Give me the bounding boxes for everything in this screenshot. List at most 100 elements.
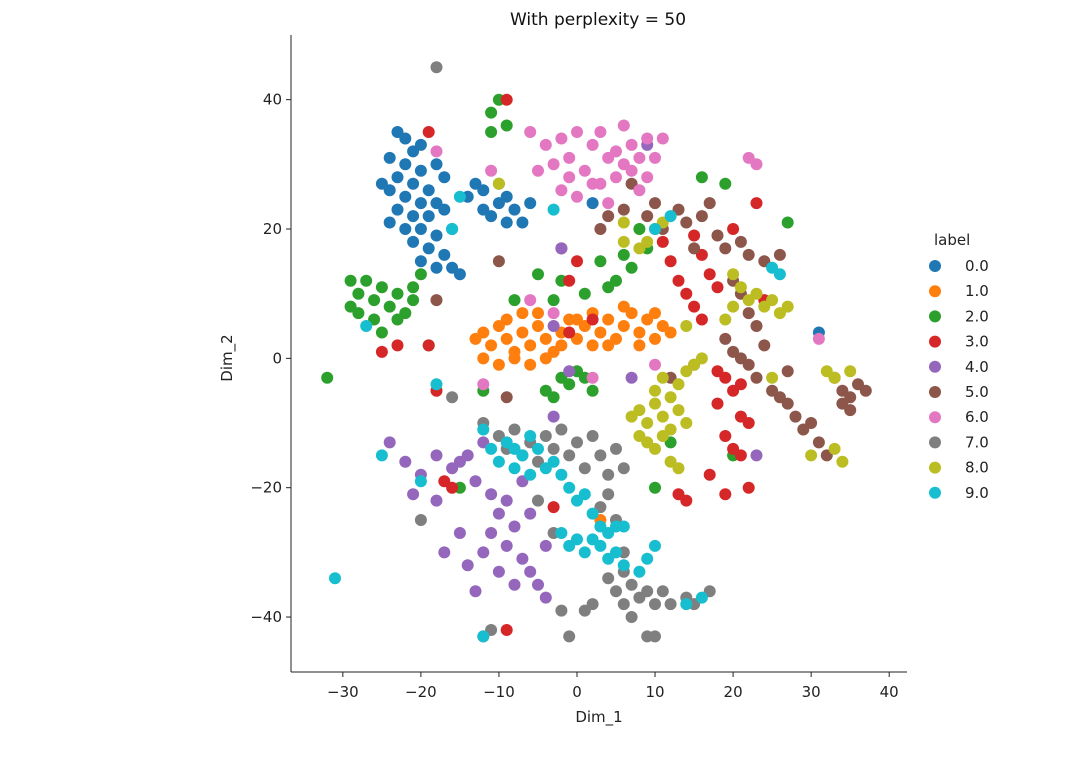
data-point	[438, 546, 451, 559]
data-point	[789, 410, 802, 423]
data-point	[750, 197, 763, 210]
data-point	[672, 462, 685, 475]
data-point	[610, 585, 622, 598]
data-point	[563, 365, 576, 378]
data-point	[477, 326, 490, 339]
x-tick-label: −30	[327, 683, 359, 701]
data-point	[555, 527, 568, 539]
data-point	[375, 326, 388, 339]
data-point	[500, 332, 513, 345]
data-point	[844, 404, 857, 417]
data-point	[453, 527, 466, 539]
data-point	[508, 423, 521, 436]
data-point	[485, 106, 498, 119]
data-point	[563, 171, 576, 184]
data-point	[742, 358, 755, 371]
data-point	[516, 552, 529, 565]
data-point	[586, 430, 599, 442]
data-point	[781, 365, 794, 378]
data-point	[649, 598, 661, 611]
data-point	[586, 313, 599, 326]
data-point	[649, 384, 661, 397]
legend-label: 6.0	[965, 408, 989, 426]
data-point	[399, 190, 412, 203]
data-point	[695, 352, 708, 365]
data-point	[656, 371, 669, 384]
y-tick-label: 40	[263, 91, 282, 109]
data-point	[563, 449, 576, 462]
data-point	[539, 430, 552, 442]
data-point	[399, 455, 412, 468]
legend-marker	[929, 285, 941, 298]
data-point	[617, 300, 630, 313]
data-point	[508, 462, 521, 475]
data-point	[664, 255, 677, 268]
legend-label: 8.0	[965, 459, 989, 477]
data-point	[641, 171, 654, 184]
data-point	[477, 546, 490, 559]
data-point	[641, 210, 654, 223]
data-point	[719, 242, 732, 255]
data-point	[446, 391, 459, 404]
data-point	[547, 391, 560, 404]
data-point	[711, 229, 724, 242]
data-point	[414, 268, 427, 281]
data-point	[719, 313, 732, 326]
data-point	[360, 274, 373, 287]
data-point	[688, 229, 701, 242]
data-point	[555, 132, 568, 145]
data-point	[438, 203, 451, 216]
data-point	[781, 397, 794, 410]
data-point	[656, 430, 669, 442]
data-point	[563, 481, 576, 494]
axes-layer	[290, 35, 907, 673]
data-point	[547, 501, 560, 514]
data-point	[524, 126, 537, 138]
data-point	[492, 455, 505, 468]
data-point	[649, 151, 661, 164]
data-point	[617, 320, 630, 332]
data-point	[453, 190, 466, 203]
data-point	[711, 365, 724, 378]
data-point	[391, 313, 404, 326]
data-point	[664, 326, 677, 339]
data-point	[625, 261, 638, 274]
data-point	[446, 261, 459, 274]
data-point	[555, 604, 568, 617]
legend: label 0.0 1.0 2.0 3.0 4.0 5.0 6.0 7.0 8.0 9.0	[929, 231, 989, 502]
data-point	[477, 630, 490, 643]
data-point	[758, 339, 771, 352]
data-point	[516, 449, 529, 462]
data-point	[414, 197, 427, 210]
data-point	[508, 352, 521, 365]
data-point	[617, 158, 630, 171]
data-point	[625, 138, 638, 151]
legend-label: 3.0	[965, 333, 989, 351]
data-point	[391, 171, 404, 184]
data-point	[633, 339, 646, 352]
legend-label: 1.0	[965, 282, 989, 300]
data-point	[500, 93, 513, 106]
data-point	[368, 313, 381, 326]
data-point	[555, 468, 568, 481]
data-point	[594, 539, 607, 552]
data-point	[414, 475, 427, 488]
data-point	[602, 488, 615, 501]
data-point	[664, 210, 677, 223]
data-point	[633, 326, 646, 339]
data-point	[578, 604, 591, 617]
data-point	[547, 410, 560, 423]
data-point	[414, 164, 427, 177]
data-point	[477, 378, 490, 391]
data-point	[555, 423, 568, 436]
data-point	[742, 417, 755, 429]
data-point	[563, 151, 576, 164]
data-point	[680, 287, 693, 300]
x-tick-label: −10	[483, 683, 515, 701]
legend-marker	[929, 335, 941, 348]
data-point	[836, 455, 849, 468]
data-point	[602, 313, 615, 326]
data-point	[492, 358, 505, 371]
data-point	[375, 177, 388, 190]
data-point	[750, 287, 763, 300]
